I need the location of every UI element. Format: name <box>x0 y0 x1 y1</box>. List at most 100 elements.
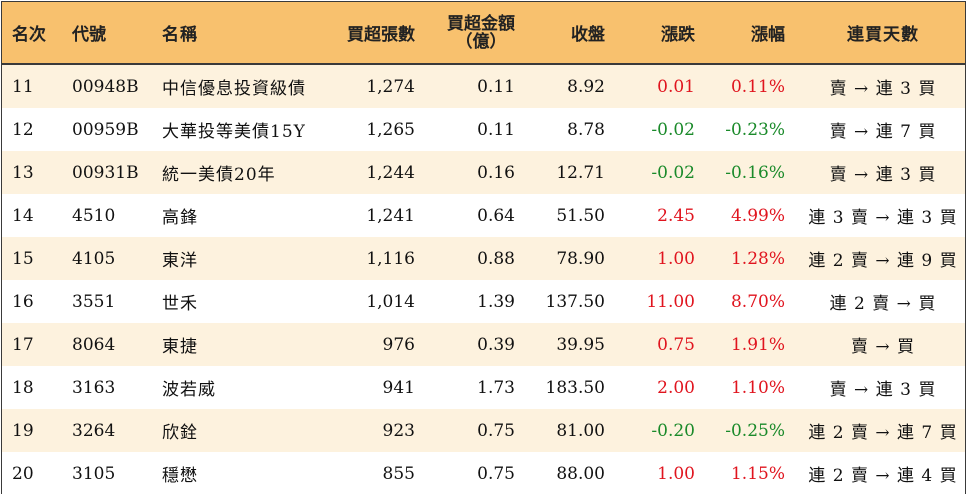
cell-change: 2.45 <box>657 205 695 226</box>
cell-code: 3264 <box>72 420 116 441</box>
cell-name: 高鋒 <box>162 208 198 228</box>
header-amount: 買超金額 （億） <box>415 2 515 63</box>
cell-code: 00959B <box>72 119 139 140</box>
cell-close: 81.00 <box>556 420 605 441</box>
table-row[interactable]: 13 00931B 統一美債20年 1,244 0.16 12.71 -0.02 -0.16%… <box>2 151 965 194</box>
cell-close: 39.95 <box>556 334 605 355</box>
cell-change: 11.00 <box>646 291 695 312</box>
cell-pct: 1.15% <box>730 463 785 484</box>
table-row[interactable]: 20 3105 穩懋 855 0.75 88.00 1.00 1.15% 連 2 賣 → 連 4… <box>2 452 965 495</box>
cell-name: 穩懋 <box>162 466 198 486</box>
cell-name: 大華投等美債15Y <box>162 122 306 142</box>
header-code: 代號 <box>72 25 106 45</box>
cell-volume: 923 <box>382 420 415 441</box>
table-row[interactable]: 15 4105 東洋 1,116 0.88 78.90 1.00 1.28% 連 2 賣 → 連… <box>2 237 965 280</box>
cell-days: 連 2 賣 → 連 9 買 <box>808 251 958 271</box>
cell-change: 2.00 <box>657 377 695 398</box>
cell-amount: 0.11 <box>477 119 515 140</box>
cell-days: 連 2 賣 → 連 4 買 <box>808 466 958 486</box>
cell-days: 連 2 賣 → 連 7 買 <box>808 423 958 443</box>
cell-days: 連 2 賣 → 買 <box>829 294 937 314</box>
cell-amount: 0.39 <box>477 334 515 355</box>
header-days: 連買天數 <box>847 25 919 45</box>
cell-rank: 19 <box>12 420 34 441</box>
cell-volume: 941 <box>382 377 415 398</box>
cell-amount: 1.39 <box>477 291 515 312</box>
cell-amount: 0.64 <box>477 205 515 226</box>
table-row[interactable]: 11 00948B 中信優息投資級債 1,274 0.11 8.92 0.01 0.11% 賣 … <box>2 65 965 108</box>
cell-code: 3105 <box>72 463 116 484</box>
cell-days: 賣 → 連 3 買 <box>829 79 937 99</box>
table-row[interactable]: 17 8064 東捷 976 0.39 39.95 0.75 1.91% 賣 → 買 <box>2 323 965 366</box>
cell-code: 3551 <box>72 291 116 312</box>
cell-name: 東洋 <box>162 251 198 271</box>
cell-rank: 14 <box>12 205 34 226</box>
cell-pct: 4.99% <box>730 205 785 226</box>
cell-volume: 1,274 <box>366 76 415 97</box>
cell-volume: 1,014 <box>366 291 415 312</box>
cell-volume: 1,116 <box>366 248 415 269</box>
cell-close: 8.78 <box>567 119 605 140</box>
cell-amount: 1.73 <box>477 377 515 398</box>
cell-rank: 13 <box>12 162 34 183</box>
header-change: 漲跌 <box>661 25 695 45</box>
cell-name: 東捷 <box>162 337 198 357</box>
cell-amount: 0.75 <box>477 420 515 441</box>
cell-code: 4510 <box>72 205 116 226</box>
cell-change: -0.02 <box>651 162 695 183</box>
cell-volume: 855 <box>382 463 415 484</box>
table-row[interactable]: 12 00959B 大華投等美債15Y 1,265 0.11 8.78 -0.02 -0.23… <box>2 108 965 151</box>
cell-amount: 0.16 <box>477 162 515 183</box>
cell-close: 183.50 <box>545 377 605 398</box>
cell-code: 00931B <box>72 162 139 183</box>
cell-days: 賣 → 連 7 買 <box>829 122 937 142</box>
table-body: 11 00948B 中信優息投資級債 1,274 0.11 8.92 0.01 0.11% 賣 … <box>2 65 965 495</box>
cell-close: 78.90 <box>556 248 605 269</box>
header-pct: 漲幅 <box>751 25 785 45</box>
table-row[interactable]: 14 4510 高鋒 1,241 0.64 51.50 2.45 4.99% 連 3 賣 → 連… <box>2 194 965 237</box>
cell-pct: -0.25% <box>725 420 785 441</box>
cell-days: 賣 → 連 3 買 <box>829 380 937 400</box>
cell-name: 波若威 <box>162 380 216 400</box>
cell-change: 1.00 <box>657 463 695 484</box>
table-row[interactable]: 16 3551 世禾 1,014 1.39 137.50 11.00 8.70% 連 2 賣 →… <box>2 280 965 323</box>
table-row[interactable]: 19 3264 欣銓 923 0.75 81.00 -0.20 -0.25% 連 2 賣 → 連… <box>2 409 965 452</box>
cell-name: 統一美債20年 <box>162 165 276 185</box>
cell-code: 00948B <box>72 76 139 97</box>
cell-pct: 1.10% <box>730 377 785 398</box>
cell-pct: 0.11% <box>730 76 785 97</box>
cell-pct: 8.70% <box>730 291 785 312</box>
cell-pct: -0.16% <box>725 162 785 183</box>
cell-name: 世禾 <box>162 294 198 314</box>
cell-rank: 15 <box>12 248 34 269</box>
table-row[interactable]: 18 3163 波若威 941 1.73 183.50 2.00 1.10% 賣 → 連 3 買 <box>2 366 965 409</box>
cell-name: 欣銓 <box>162 423 198 443</box>
cell-rank: 12 <box>12 119 34 140</box>
cell-pct: 1.28% <box>730 248 785 269</box>
header-rank: 名次 <box>12 25 46 45</box>
cell-pct: 1.91% <box>730 334 785 355</box>
cell-change: 0.01 <box>657 76 695 97</box>
cell-rank: 11 <box>12 76 34 97</box>
cell-amount: 0.11 <box>477 76 515 97</box>
cell-change: 0.75 <box>657 334 695 355</box>
cell-rank: 20 <box>12 463 34 484</box>
cell-close: 137.50 <box>545 291 605 312</box>
cell-amount: 0.75 <box>477 463 515 484</box>
cell-change: 1.00 <box>657 248 695 269</box>
header-volume: 買超張數 <box>347 25 415 45</box>
cell-close: 8.92 <box>567 76 605 97</box>
cell-days: 賣 → 買 <box>850 337 916 357</box>
cell-close: 51.50 <box>556 205 605 226</box>
cell-code: 3163 <box>72 377 116 398</box>
cell-days: 連 3 賣 → 連 3 買 <box>808 208 958 228</box>
cell-close: 12.71 <box>556 162 605 183</box>
cell-code: 4105 <box>72 248 116 269</box>
table-header: 名次 代號 名稱 買超張數 買超金額 （億） 收盤 漲跌 漲幅 連買天數 <box>2 2 965 65</box>
cell-code: 8064 <box>72 334 116 355</box>
cell-name: 中信優息投資級債 <box>162 79 306 99</box>
cell-pct: -0.23% <box>725 119 785 140</box>
cell-close: 88.00 <box>556 463 605 484</box>
cell-change: -0.02 <box>651 119 695 140</box>
